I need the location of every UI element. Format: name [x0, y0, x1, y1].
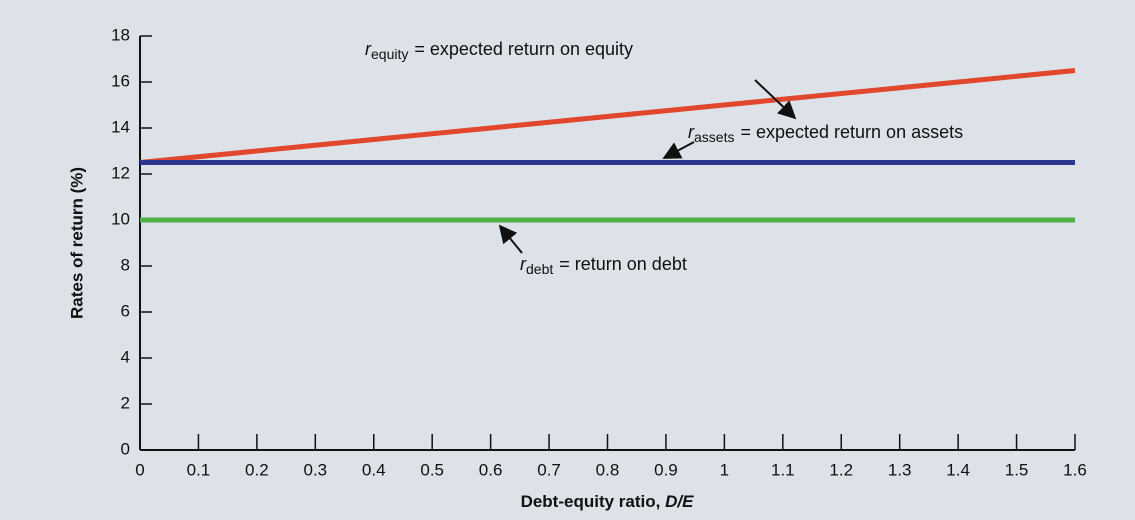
y-tick-label: 10 — [111, 209, 130, 228]
x-tick-label: 1 — [720, 460, 729, 479]
x-axis-title-italic: D/E — [665, 492, 694, 511]
x-tick-label: 0.1 — [187, 460, 211, 479]
x-tick-label: 1.2 — [829, 460, 853, 479]
series-line — [139, 68, 1076, 165]
series-annotation: rdebt = return on debt — [520, 254, 687, 277]
x-tick-label: 0.3 — [303, 460, 327, 479]
annotation-subscript: assets — [694, 129, 734, 145]
x-tick-label: 0.2 — [245, 460, 269, 479]
x-axis-title-text: Debt-equity ratio, — [521, 492, 661, 511]
annotation-text: = expected return on assets — [740, 122, 963, 142]
annotation-symbol: r — [365, 39, 372, 59]
y-tick-label: 12 — [111, 163, 130, 182]
series-annotation: requity = expected return on equity — [365, 39, 633, 62]
x-tick-label: 1.1 — [771, 460, 795, 479]
x-tick-label: 0.7 — [537, 460, 561, 479]
annotation-subscript: debt — [526, 261, 553, 277]
x-tick-label: 0.6 — [479, 460, 503, 479]
y-tick-label: 14 — [111, 117, 130, 136]
annotation-arrow — [754, 79, 797, 120]
x-tick-label: 0.5 — [420, 460, 444, 479]
y-tick-label: 18 — [111, 25, 130, 44]
annotation-text: = return on debt — [559, 254, 687, 274]
x-tick-label: 0.9 — [654, 460, 678, 479]
x-tick-label: 1.6 — [1063, 460, 1087, 479]
y-tick-label: 0 — [121, 439, 130, 458]
x-tick-label: 1.5 — [1005, 460, 1029, 479]
annotation-subscript: equity — [371, 46, 408, 62]
y-axis-title: Rates of return (%) — [67, 167, 86, 319]
y-tick-label: 4 — [121, 347, 130, 366]
x-tick-label: 0.8 — [596, 460, 620, 479]
y-tick-label: 8 — [121, 255, 130, 274]
annotation-arrow — [662, 141, 695, 159]
x-tick-label: 1.3 — [888, 460, 912, 479]
y-tick-label: 16 — [111, 71, 130, 90]
series-annotation: rassets = expected return on assets — [688, 122, 963, 145]
x-tick-label: 0 — [135, 460, 144, 479]
x-tick-label: 0.4 — [362, 460, 386, 479]
x-axis-title: Debt-equity ratio, D/E — [521, 492, 695, 511]
y-tick-label: 6 — [121, 301, 130, 320]
annotation-symbol: r — [520, 254, 527, 274]
annotation-arrow — [498, 224, 523, 254]
y-tick-label: 2 — [121, 393, 130, 412]
annotation-symbol: r — [688, 122, 695, 142]
annotation-text: = expected return on equity — [414, 39, 633, 59]
x-tick-label: 1.4 — [946, 460, 970, 479]
